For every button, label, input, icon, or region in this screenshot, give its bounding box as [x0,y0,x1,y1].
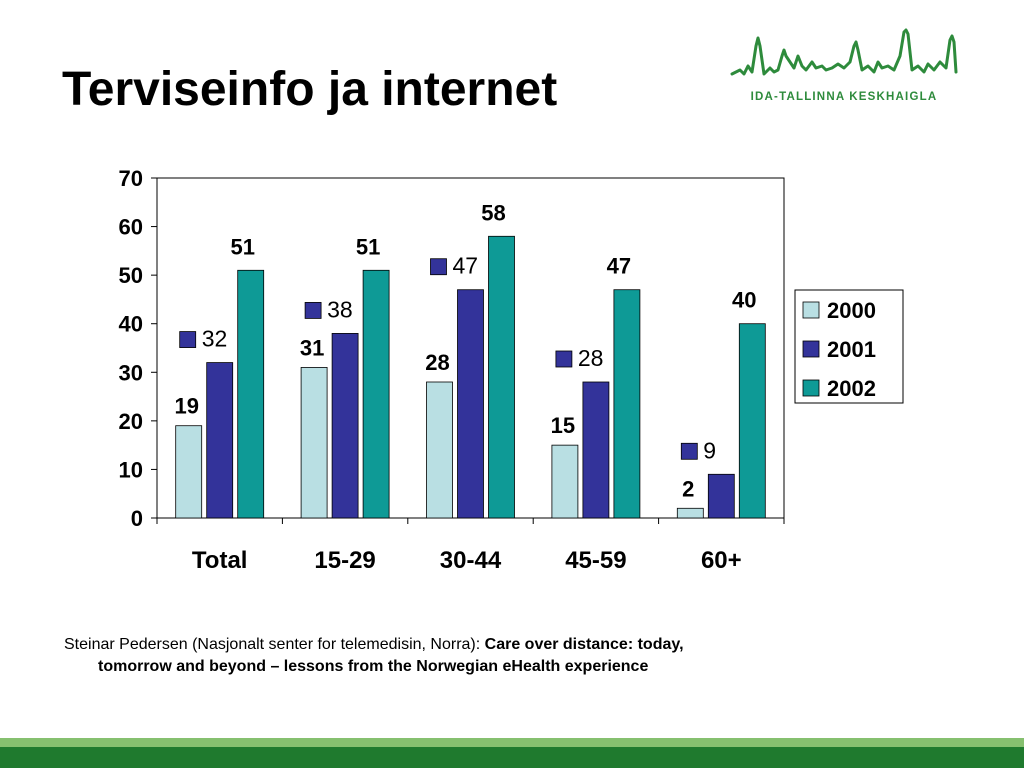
data-label-2001: 9 [703,437,716,463]
data-label-2001: 28 [578,345,604,371]
y-tick-label: 60 [119,215,143,240]
y-tick-label: 30 [119,360,143,385]
bar-2001 [582,381,610,519]
legend-swatch-2000 [802,301,820,319]
legend-label-2002: 2002 [827,376,876,401]
hospital-logo: IDA-TALLINNA KESKHAIGLA [730,28,958,103]
x-tick-label: 15-29 [314,547,375,574]
data-label-2000: 19 [174,394,198,419]
bar-2000 [426,381,453,519]
data-label-2000: 2 [682,476,694,501]
data-label-2001: 38 [327,296,353,322]
footer-band-light [0,738,1024,747]
caption-author: Steinar Pedersen (Nasjonalt senter for t… [64,636,485,653]
bar-2002 [362,269,390,519]
source-caption: Steinar Pedersen (Nasjonalt senter for t… [64,634,964,677]
x-tick-label: 45-59 [565,547,626,574]
legend-swatch-2001 [802,340,820,358]
footer-band-dark [0,747,1024,768]
y-tick-label: 0 [131,506,143,531]
bar-2002 [488,235,515,519]
y-tick-label: 40 [119,312,143,337]
data-label-2001: 47 [453,253,479,279]
caption-title-1: Care over distance: today, [484,636,684,653]
data-label-2002: 40 [732,288,756,313]
y-axis: 0 10 20 30 40 50 60 70 [119,166,785,531]
x-axis: Total 15-29 30-44 45-59 60+ [156,518,785,574]
bar-2002 [237,269,265,519]
data-label-2000: 15 [551,413,575,438]
bar-2000 [551,444,579,519]
y-tick-label: 10 [119,457,143,482]
y-tick-label: 70 [119,166,143,191]
data-label-key-2001 [304,302,322,319]
data-label-key-2001 [555,350,573,368]
legend-swatch-2002 [802,379,820,397]
data-label-2002: 58 [481,200,505,225]
data-label-key-2001 [179,331,197,348]
x-tick-label: Total [192,547,248,574]
slide-title: Terviseinfo ja internet [62,63,558,116]
data-label-2001: 32 [202,326,228,352]
bar-2001 [331,333,359,519]
x-tick-label: 30-44 [440,547,502,574]
bar-2000 [300,367,328,519]
bar-2000 [676,507,704,519]
bar-2002 [613,289,641,519]
legend-label-2001: 2001 [827,337,876,362]
legend: 2000 2001 2002 [794,289,904,404]
y-tick-label: 50 [119,263,143,288]
bar-2002 [738,323,766,519]
data-label-key-2001 [430,258,447,276]
caption-title-2: tomorrow and beyond – lessons from the N… [98,657,649,675]
data-label-2000: 28 [425,350,449,375]
logo-text: IDA-TALLINNA KESKHAIGLA [751,91,938,103]
bar-2001 [206,362,234,519]
legend-label-2000: 2000 [827,298,876,323]
data-label-key-2001 [680,442,698,460]
data-label-2002: 51 [356,234,380,259]
bar-2001 [707,473,735,519]
data-label-2002: 47 [607,254,631,279]
bar-2001 [457,289,484,519]
bars [175,235,766,519]
data-label-2002: 51 [230,234,254,259]
data-labels: 19 31 28 15 2 32 38 47 28 9 51 51 58 47 40 [174,200,756,501]
bar-2000 [175,425,203,519]
y-tick-label: 20 [119,409,143,434]
skyline-logo-icon [730,28,958,76]
data-label-2000: 31 [300,335,324,360]
x-tick-label: 60+ [701,547,742,574]
